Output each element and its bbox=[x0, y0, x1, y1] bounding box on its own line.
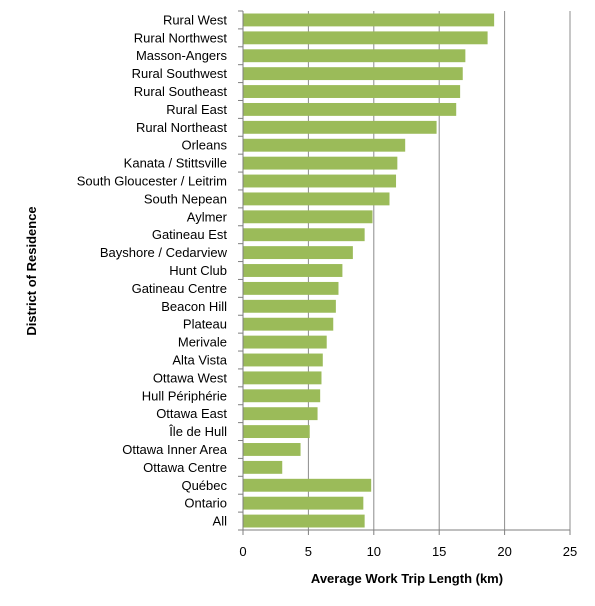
bar bbox=[243, 299, 336, 313]
x-tick-label: 5 bbox=[305, 544, 312, 559]
category-label: Rural East bbox=[166, 102, 227, 117]
category-label: Ottawa West bbox=[153, 370, 228, 385]
category-label: Hull Périphérie bbox=[142, 388, 227, 403]
bar bbox=[243, 192, 390, 206]
bar bbox=[243, 174, 397, 188]
category-label: Rural Southwest bbox=[132, 66, 228, 81]
category-label: Île de Hull bbox=[168, 424, 227, 439]
bar bbox=[243, 317, 334, 331]
category-label: All bbox=[213, 514, 228, 529]
bar bbox=[243, 85, 461, 98]
category-label: Bayshore / Cedarview bbox=[100, 245, 228, 260]
bars bbox=[243, 13, 495, 528]
category-label: Québec bbox=[181, 478, 227, 493]
x-tick-label: 15 bbox=[432, 544, 446, 559]
bar bbox=[243, 478, 372, 492]
x-tick-label: 10 bbox=[367, 544, 381, 559]
category-label: South Nepean bbox=[144, 191, 227, 206]
category-label: Alta Vista bbox=[172, 352, 227, 367]
x-tick-labels: 0 5 10 15 20 25 bbox=[239, 544, 577, 559]
category-label: Rural Northeast bbox=[136, 120, 227, 135]
category-label: Rural Northwest bbox=[134, 30, 228, 45]
bar bbox=[243, 102, 457, 116]
bar bbox=[243, 246, 353, 260]
category-label: Ontario bbox=[184, 496, 227, 511]
bar bbox=[243, 496, 364, 510]
axes bbox=[238, 10, 571, 535]
bar bbox=[243, 371, 322, 385]
category-label: Merivale bbox=[178, 335, 227, 350]
x-axis-title: Average Work Trip Length (km) bbox=[311, 571, 503, 586]
category-label: Rural West bbox=[163, 12, 227, 27]
bar bbox=[243, 156, 398, 170]
bar bbox=[243, 228, 365, 242]
bar bbox=[243, 335, 327, 349]
bar bbox=[243, 67, 463, 81]
bar bbox=[243, 210, 373, 224]
y-axis-title: District of Residence bbox=[24, 206, 39, 335]
bar bbox=[243, 49, 466, 63]
category-label: Orleans bbox=[181, 138, 227, 153]
category-label: South Gloucester / Leitrim bbox=[77, 174, 227, 189]
bar bbox=[243, 120, 437, 134]
category-label: Plateau bbox=[183, 317, 227, 332]
category-label: Aylmer bbox=[187, 209, 228, 224]
bar bbox=[243, 460, 283, 474]
category-label: Hunt Club bbox=[169, 263, 227, 278]
category-label: Kanata / Stittsville bbox=[124, 156, 227, 171]
bar bbox=[243, 31, 488, 45]
category-label: Gatineau Centre bbox=[132, 281, 227, 296]
category-label: Ottawa Inner Area bbox=[122, 442, 228, 457]
x-tick-label: 20 bbox=[497, 544, 511, 559]
bar bbox=[243, 138, 406, 152]
x-tick-label: 25 bbox=[563, 544, 577, 559]
category-label: Rural Southeast bbox=[134, 84, 228, 99]
category-label: Ottawa Centre bbox=[143, 460, 227, 475]
category-label: Ottawa East bbox=[156, 406, 227, 421]
bar bbox=[243, 389, 321, 403]
bar bbox=[243, 514, 365, 528]
x-tick-label: 0 bbox=[239, 544, 246, 559]
category-label: Gatineau Est bbox=[152, 227, 228, 242]
bar bbox=[243, 264, 343, 277]
bar bbox=[243, 407, 318, 421]
category-label: Beacon Hill bbox=[161, 299, 227, 314]
bar bbox=[243, 353, 323, 367]
bar bbox=[243, 443, 301, 456]
bar bbox=[243, 425, 310, 439]
bar bbox=[243, 13, 495, 27]
bar bbox=[243, 281, 339, 295]
category-labels: Rural West Rural Northwest Masson-Angers Ru… bbox=[77, 12, 228, 528]
category-label: Masson-Angers bbox=[136, 48, 228, 63]
